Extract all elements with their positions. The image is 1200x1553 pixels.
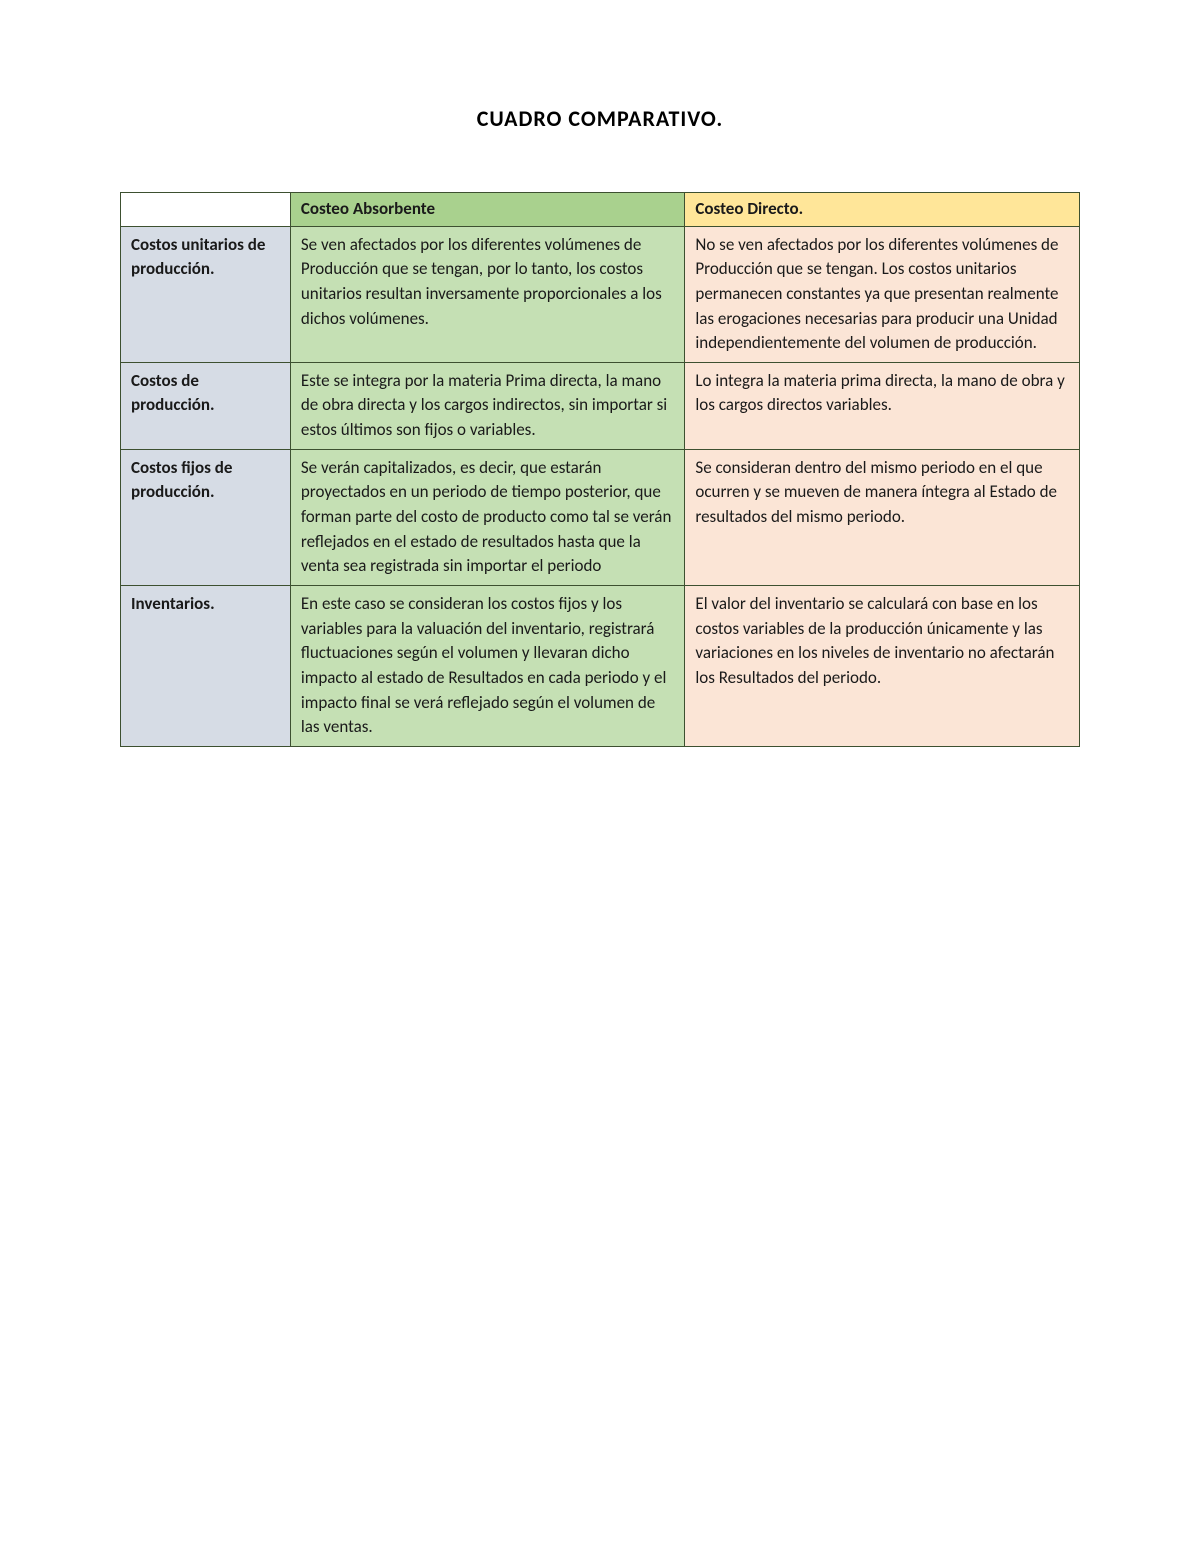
table-header-row: Costeo Absorbente Costeo Directo. <box>121 193 1080 227</box>
header-direct: Costeo Directo. <box>685 193 1080 227</box>
row-label: Costos unitarios de producción. <box>121 226 291 362</box>
row-label: Inventarios. <box>121 585 291 746</box>
header-absorb: Costeo Absorbente <box>290 193 685 227</box>
page-title: CUADRO COMPARATIVO. <box>0 105 1200 132</box>
table-body: Costos unitarios de producción. Se ven a… <box>121 226 1080 746</box>
header-empty-cell <box>121 193 291 227</box>
cell-absorb: Se verán capitalizados, es decir, que es… <box>290 449 685 585</box>
row-label: Costos fijos de producción. <box>121 449 291 585</box>
cell-direct: Lo integra la materia prima directa, la … <box>685 362 1080 449</box>
cell-direct: El valor del inventario se calculará con… <box>685 585 1080 746</box>
table-row: Costos unitarios de producción. Se ven a… <box>121 226 1080 362</box>
cell-direct: No se ven afectados por los diferentes v… <box>685 226 1080 362</box>
table-row: Inventarios. En este caso se consideran … <box>121 585 1080 746</box>
table-container: Costeo Absorbente Costeo Directo. Costos… <box>0 192 1200 747</box>
table-row: Costos fijos de producción. Se verán cap… <box>121 449 1080 585</box>
cell-absorb: En este caso se consideran los costos fi… <box>290 585 685 746</box>
cell-absorb: Se ven afectados por los diferentes volú… <box>290 226 685 362</box>
row-label: Costos de producción. <box>121 362 291 449</box>
cell-direct: Se consideran dentro del mismo periodo e… <box>685 449 1080 585</box>
comparison-table: Costeo Absorbente Costeo Directo. Costos… <box>120 192 1080 747</box>
cell-absorb: Este se integra por la materia Prima dir… <box>290 362 685 449</box>
table-row: Costos de producción. Este se integra po… <box>121 362 1080 449</box>
